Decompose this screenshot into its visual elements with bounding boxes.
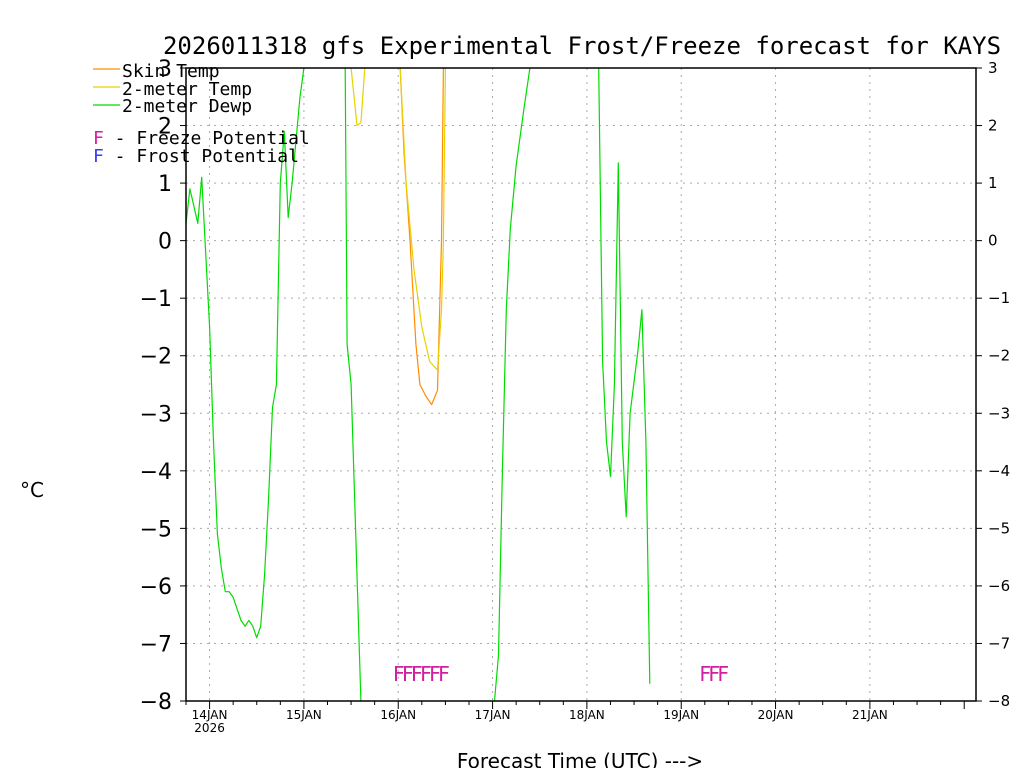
series-2-meter-temp-line	[399, 67, 446, 371]
legend: Skin Temp 2-meter Temp 2-meter Dewp F - …	[93, 61, 310, 167]
x-tick-label: 20JAN	[758, 708, 794, 722]
y-tick-label-right: 3	[988, 59, 998, 77]
y-tick-label-left: −7	[140, 632, 172, 657]
y-tick-label-left: −1	[140, 287, 172, 312]
x-tick-label: 14JAN	[192, 708, 228, 722]
y-tick-label-left: 0	[158, 230, 172, 255]
plot-frame	[185, 67, 977, 702]
y-tick-label-left: 2	[158, 115, 172, 140]
y-tick-label-right: 0	[988, 232, 998, 250]
chart-title: 2026011318 gfs Experimental Frost/Freeze…	[163, 32, 1001, 60]
legend-frost-label: F - Frost Potential	[93, 146, 299, 167]
y-tick-label-right: −5	[988, 519, 1010, 537]
y-tick-label-left: −2	[140, 345, 172, 370]
y-tick-label-left: −6	[140, 575, 172, 600]
y-tick-label-right: −1	[988, 289, 1010, 307]
y-tick-label-right: −4	[988, 462, 1010, 480]
y-tick-label-left: −4	[140, 460, 172, 485]
y-tick-label-right: −7	[988, 634, 1010, 652]
x-tick-label: 16JAN	[380, 708, 416, 722]
y-tick-label-left: 1	[158, 172, 172, 197]
y-tick-label-left: −5	[140, 517, 172, 542]
y-tick-label-right: −6	[988, 577, 1010, 595]
y-axis-label: °C	[20, 478, 44, 502]
legend-skin-label: Skin Temp	[122, 61, 220, 82]
legend-dewp-label: 2-meter Dewp	[122, 96, 252, 117]
y-tick-label-right: −2	[988, 347, 1010, 365]
freeze-marker: FFFFFF	[393, 662, 449, 686]
y-axis-left: 3 2 1 0 −1 −2 −3 −4 −5 −6 −7 −8	[140, 57, 186, 715]
legend-t2m-label: 2-meter Temp	[122, 79, 252, 100]
series-2-meter-dewp-line	[493, 67, 531, 702]
x-tick-label: 18JAN	[569, 708, 605, 722]
y-tick-label-right: −8	[988, 692, 1010, 710]
y-tick-label-right: 2	[988, 117, 998, 135]
series-2-meter-dewp-line	[598, 67, 651, 684]
legend-marker-text: - Freeze Potential	[104, 128, 310, 149]
y-tick-label-right: 1	[988, 174, 998, 192]
series-2-meter-dewp-line	[185, 67, 305, 639]
y-tick-label-right: −3	[988, 404, 1010, 422]
x-axis-label: Forecast Time (UTC) --->	[457, 749, 703, 768]
legend-marker-text: - Frost Potential	[104, 146, 299, 167]
freeze-markers: FFFFFF FFF	[393, 662, 731, 686]
freeze-marker: FFF	[699, 662, 728, 686]
series-2-meter-temp-line	[350, 67, 366, 127]
x-tick-label: 19JAN	[663, 708, 699, 722]
legend-freeze-label: F - Freeze Potential	[93, 128, 310, 149]
series-2-meter-dewp-line	[344, 67, 362, 702]
x-tick-label: 17JAN	[475, 708, 511, 722]
data-series	[185, 67, 651, 702]
y-axis-right: 3 2 1 0 −1 −2 −3 −4 −5 −6 −7 −8	[976, 59, 1010, 710]
grid-lines	[186, 68, 976, 701]
y-tick-label-left: −3	[140, 402, 172, 427]
legend-marker-letter: F	[93, 146, 104, 167]
legend-marker-letter: F	[93, 128, 104, 149]
x-tick-label: 21JAN	[852, 708, 888, 722]
y-tick-label-left: 3	[158, 57, 172, 82]
y-tick-label-left: −8	[140, 690, 172, 715]
x-tick-sublabel: 2026	[194, 721, 225, 735]
x-tick-label: 15JAN	[286, 708, 322, 722]
